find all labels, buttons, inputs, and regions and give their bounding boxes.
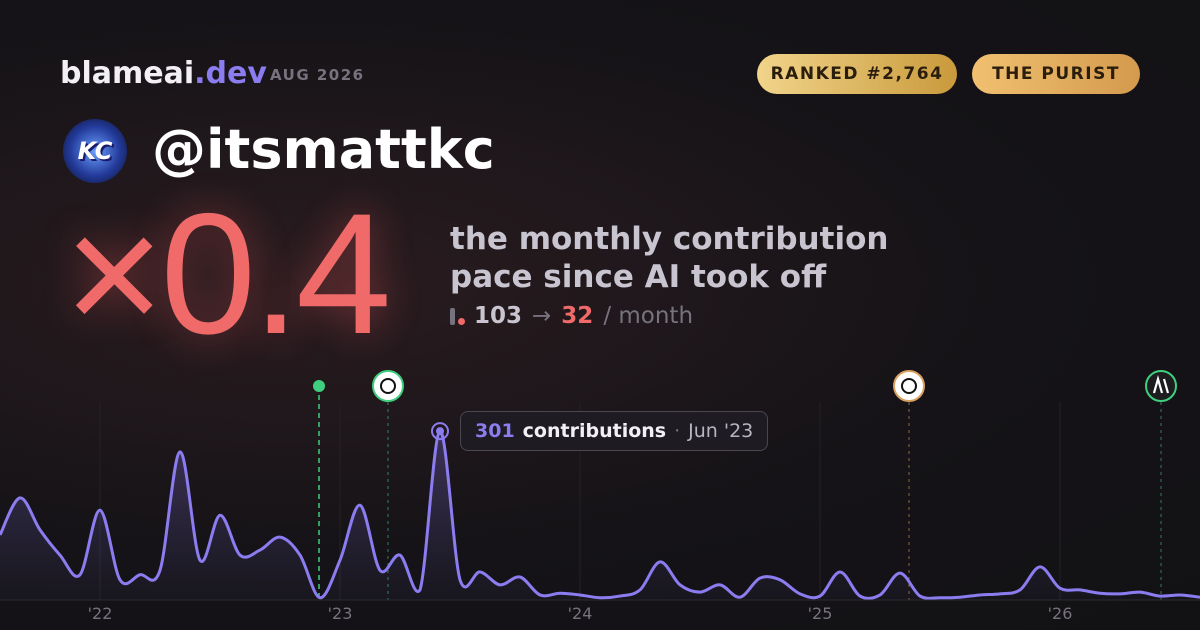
caption: the monthly contribution pace since AI t… [450, 220, 888, 296]
caption-line: the monthly contribution [450, 221, 889, 257]
multiplier: ×0.4 [64, 178, 392, 370]
x-tick-label: '26 [1048, 604, 1073, 623]
x-tick-label: '24 [568, 604, 593, 623]
period: AUG 2026 [270, 66, 365, 84]
avatar: KC [63, 119, 127, 183]
event-icon [893, 370, 925, 402]
pace-after: 32 [561, 303, 594, 329]
x-tick-label: '22 [88, 604, 113, 623]
event-dot [313, 380, 325, 392]
event-icon [1145, 370, 1177, 402]
pace-before: 103 [474, 303, 523, 329]
line [0, 429, 1200, 600]
brand: blameai.dev [60, 56, 267, 91]
brand-tld: .dev [194, 56, 267, 91]
x-tick-label: '25 [808, 604, 833, 623]
tooltip: 301 contributions · Jun '23 [460, 411, 769, 451]
pace-icon [450, 306, 465, 326]
arrow: → [532, 303, 552, 329]
tooltip-value: 301 [475, 420, 515, 442]
area [0, 431, 1200, 600]
tooltip-date: Jun '23 [688, 420, 754, 442]
pace-unit: / month [603, 303, 694, 329]
pace: 103 → 32 / month [450, 303, 693, 329]
highlight-dot [436, 427, 444, 436]
x-tick-label: '23 [328, 604, 353, 623]
brand-name: blameai [60, 56, 195, 91]
handle: @itsmattkc [152, 118, 495, 181]
event-icon [372, 370, 404, 402]
tooltip-label: contributions [522, 420, 667, 442]
rank-badge: RANKED #2,764 [757, 54, 957, 94]
caption-line: pace since AI took off [450, 259, 827, 295]
tooltip-sep: · [674, 420, 681, 442]
highlight-ring [431, 422, 449, 441]
title-badge: THE PURIST [972, 54, 1140, 94]
